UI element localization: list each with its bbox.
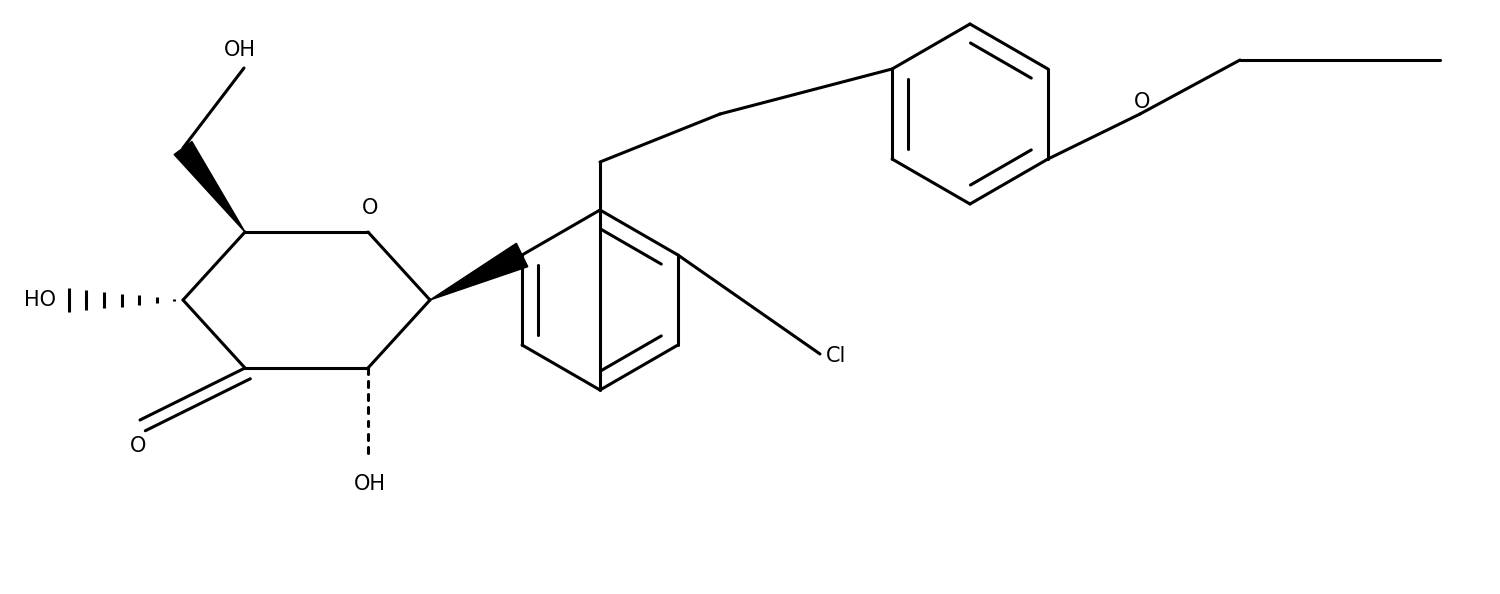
Polygon shape xyxy=(174,141,244,232)
Text: OH: OH xyxy=(224,40,256,60)
Text: O: O xyxy=(1134,92,1150,112)
Text: O: O xyxy=(362,198,378,218)
Polygon shape xyxy=(430,244,528,300)
Text: O: O xyxy=(130,436,146,456)
Text: OH: OH xyxy=(354,474,386,494)
Text: Cl: Cl xyxy=(827,346,846,366)
Text: HO: HO xyxy=(24,290,56,310)
